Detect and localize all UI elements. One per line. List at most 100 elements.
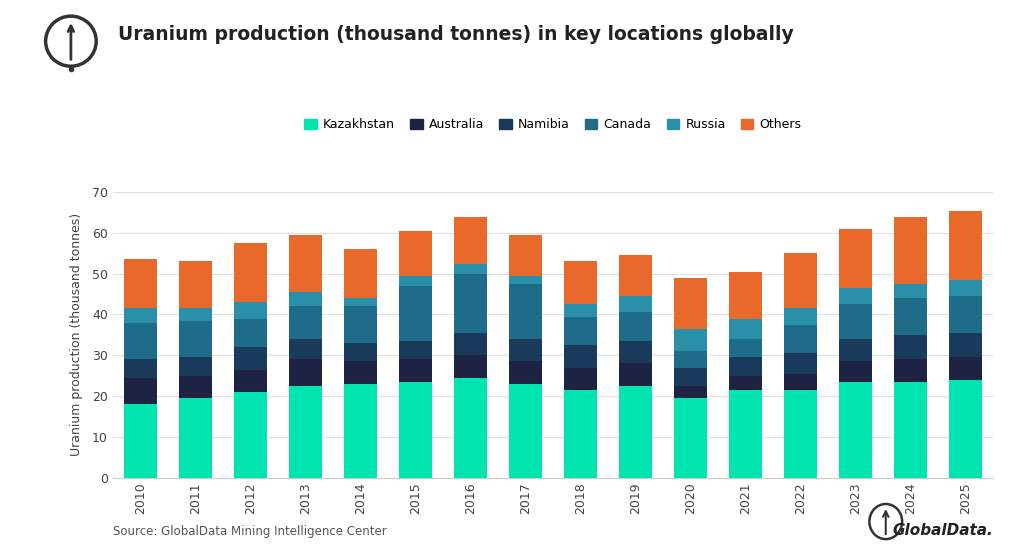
Bar bbox=[894, 360, 928, 382]
Bar bbox=[839, 382, 872, 478]
Bar bbox=[839, 361, 872, 382]
Bar bbox=[509, 235, 542, 276]
Bar bbox=[674, 367, 707, 386]
Bar bbox=[564, 261, 597, 304]
Bar bbox=[233, 318, 266, 347]
Bar bbox=[398, 286, 432, 341]
Bar bbox=[618, 255, 652, 296]
Bar bbox=[729, 376, 762, 390]
Bar bbox=[454, 217, 487, 264]
Bar bbox=[839, 229, 872, 288]
Bar bbox=[729, 357, 762, 376]
Bar bbox=[949, 380, 982, 478]
Bar bbox=[233, 369, 266, 392]
Bar bbox=[454, 378, 487, 478]
Bar bbox=[564, 345, 597, 367]
Bar bbox=[784, 253, 817, 309]
Bar bbox=[124, 404, 157, 478]
Bar bbox=[398, 276, 432, 286]
Bar bbox=[674, 386, 707, 398]
Text: Source: GlobalData Mining Intelligence Center: Source: GlobalData Mining Intelligence C… bbox=[113, 525, 386, 538]
Bar bbox=[784, 390, 817, 478]
Bar bbox=[233, 243, 266, 302]
Bar bbox=[564, 390, 597, 478]
Bar bbox=[124, 360, 157, 378]
Bar bbox=[454, 355, 487, 378]
Bar bbox=[344, 249, 377, 298]
Bar bbox=[674, 329, 707, 351]
Bar bbox=[509, 276, 542, 284]
Bar bbox=[454, 333, 487, 355]
Bar bbox=[454, 264, 487, 274]
Bar bbox=[674, 351, 707, 367]
Bar bbox=[454, 274, 487, 333]
Bar bbox=[344, 306, 377, 343]
Bar bbox=[344, 384, 377, 478]
Bar bbox=[233, 302, 266, 318]
Bar bbox=[289, 339, 322, 360]
Bar bbox=[674, 278, 707, 329]
Bar bbox=[729, 390, 762, 478]
Bar bbox=[124, 378, 157, 404]
Bar bbox=[894, 298, 928, 335]
Bar bbox=[344, 298, 377, 306]
Bar bbox=[398, 382, 432, 478]
Bar bbox=[289, 360, 322, 386]
Bar bbox=[344, 361, 377, 384]
Bar bbox=[178, 398, 212, 478]
Bar bbox=[894, 335, 928, 360]
Y-axis label: Uranium production (thousand tonnes): Uranium production (thousand tonnes) bbox=[71, 214, 83, 456]
Bar bbox=[124, 260, 157, 309]
Bar bbox=[124, 323, 157, 360]
Bar bbox=[398, 360, 432, 382]
Bar bbox=[564, 304, 597, 317]
Bar bbox=[344, 343, 377, 361]
Bar bbox=[509, 384, 542, 478]
Bar bbox=[509, 339, 542, 361]
Bar bbox=[124, 309, 157, 323]
Legend: Kazakhstan, Australia, Namibia, Canada, Russia, Others: Kazakhstan, Australia, Namibia, Canada, … bbox=[304, 119, 802, 131]
Bar bbox=[178, 321, 212, 357]
Bar bbox=[949, 210, 982, 280]
Bar bbox=[894, 382, 928, 478]
Bar bbox=[564, 317, 597, 345]
Bar bbox=[949, 280, 982, 296]
Bar bbox=[178, 376, 212, 398]
Bar bbox=[289, 306, 322, 339]
Bar bbox=[729, 339, 762, 357]
Bar bbox=[729, 318, 762, 339]
Bar bbox=[289, 292, 322, 306]
Bar bbox=[618, 296, 652, 312]
Bar bbox=[509, 361, 542, 384]
Bar bbox=[839, 288, 872, 304]
Bar bbox=[839, 304, 872, 339]
Bar bbox=[674, 398, 707, 478]
Bar bbox=[618, 363, 652, 386]
Bar bbox=[233, 392, 266, 478]
Bar bbox=[618, 386, 652, 478]
Bar bbox=[784, 353, 817, 374]
Bar bbox=[509, 284, 542, 339]
Bar bbox=[178, 357, 212, 376]
Bar bbox=[398, 231, 432, 276]
Bar bbox=[618, 341, 652, 363]
Bar bbox=[289, 235, 322, 292]
Bar bbox=[894, 284, 928, 298]
Bar bbox=[949, 296, 982, 333]
Bar bbox=[178, 261, 212, 309]
Bar bbox=[564, 367, 597, 390]
Bar bbox=[784, 374, 817, 390]
Bar bbox=[784, 309, 817, 324]
Bar bbox=[398, 341, 432, 360]
Bar bbox=[839, 339, 872, 361]
Bar bbox=[178, 309, 212, 321]
Bar bbox=[618, 312, 652, 341]
Bar bbox=[949, 333, 982, 357]
Text: Uranium production (thousand tonnes) in key locations globally: Uranium production (thousand tonnes) in … bbox=[118, 25, 794, 44]
Bar bbox=[949, 357, 982, 380]
Bar bbox=[729, 272, 762, 318]
Bar bbox=[233, 347, 266, 369]
Bar bbox=[894, 217, 928, 284]
Bar bbox=[289, 386, 322, 478]
Bar bbox=[784, 324, 817, 353]
